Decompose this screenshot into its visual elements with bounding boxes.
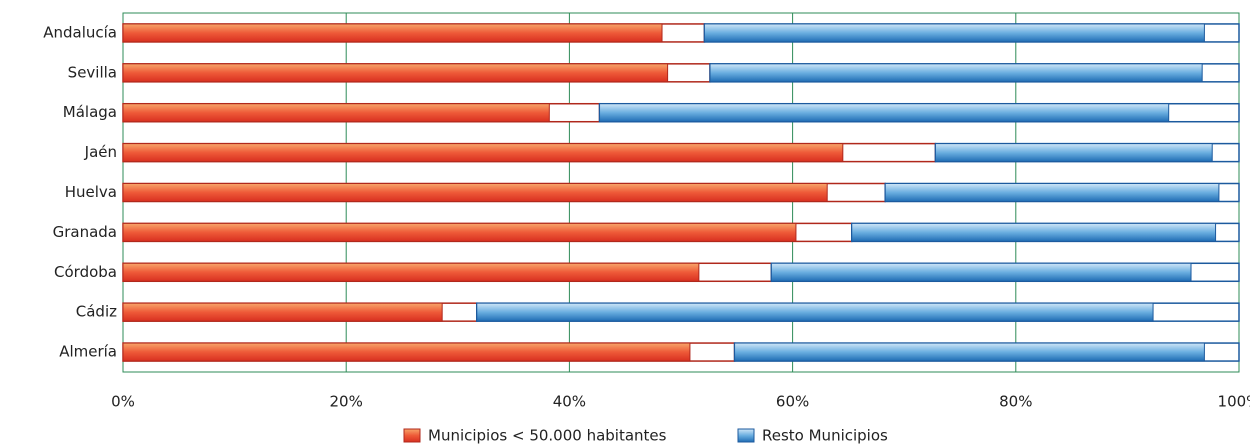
legend-label: Resto Municipios xyxy=(762,427,888,445)
y-tick-label: Huelva xyxy=(65,183,117,201)
y-tick-label: Andalucía xyxy=(43,23,117,41)
x-tick-label: 80% xyxy=(999,393,1032,411)
y-tick-label: Málaga xyxy=(63,103,117,121)
bar-fill xyxy=(884,183,1220,202)
y-tick-label: Granada xyxy=(53,223,117,241)
bar-fill xyxy=(851,222,1217,242)
y-tick-label: Cádiz xyxy=(76,303,117,321)
bar-fill xyxy=(122,103,550,123)
bar-fill xyxy=(476,302,1154,322)
bar-fill xyxy=(122,342,691,362)
bar-fill xyxy=(122,302,443,322)
bar-fill xyxy=(770,262,1192,282)
bar-fill xyxy=(122,222,797,242)
bar-fill xyxy=(122,143,844,163)
bar-fill xyxy=(709,63,1203,83)
y-tick-label: Sevilla xyxy=(68,63,117,81)
bar-fill xyxy=(122,262,700,282)
y-tick-label: Córdoba xyxy=(54,263,117,281)
x-tick-label: 100% xyxy=(1218,393,1250,411)
legend-swatch xyxy=(403,428,421,443)
y-tick-label: Almería xyxy=(59,343,117,361)
x-tick-label: 20% xyxy=(330,393,363,411)
x-tick-label: 40% xyxy=(553,393,586,411)
bar-fill xyxy=(934,143,1213,163)
y-tick-label: Jaén xyxy=(84,143,117,161)
bar-fill xyxy=(122,63,669,83)
x-tick-label: 60% xyxy=(776,393,809,411)
bar-fill xyxy=(734,342,1205,362)
x-tick-label: 0% xyxy=(111,393,135,411)
bar-fill xyxy=(122,23,663,43)
bar-fill xyxy=(703,23,1205,43)
bar-fill xyxy=(122,183,828,202)
bar-fill xyxy=(599,103,1170,123)
legend-swatch xyxy=(737,428,755,443)
legend-label: Municipios < 50.000 habitantes xyxy=(428,427,667,445)
